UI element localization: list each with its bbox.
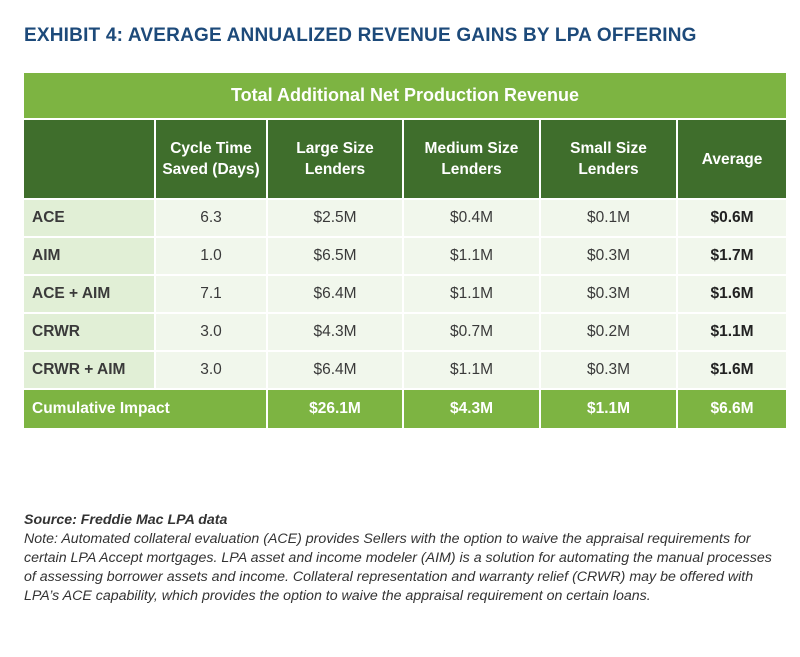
cell-cycle-time: 3.0 [156,314,266,350]
cell-large: $4.3M [268,314,402,350]
table-row: CRWR 3.0 $4.3M $0.7M $0.2M $1.1M [24,314,787,350]
cell-medium: $1.1M [404,238,539,274]
column-header-cycle-time: Cycle Time Saved (Days) [156,120,266,198]
cell-large: $6.5M [268,238,402,274]
cell-cycle-time: 3.0 [156,352,266,388]
cell-small: $0.3M [541,276,676,312]
cell-medium: $1.1M [404,352,539,388]
notes: Source: Freddie Mac LPA data Note: Autom… [24,511,784,606]
note-text: Note: Automated collateral evaluation (A… [24,531,772,604]
cell-average: $1.1M [678,314,787,350]
table-row: ACE + AIM 7.1 $6.4M $1.1M $0.3M $1.6M [24,276,787,312]
cell-label: AIM [24,238,154,274]
cell-average: $0.6M [678,200,787,236]
cell-label: CRWR + AIM [24,352,154,388]
source-text: Source: Freddie Mac LPA data [24,512,228,528]
cumulative-average: $6.6M [678,390,787,428]
table-row: CRWR + AIM 3.0 $6.4M $1.1M $0.3M $1.6M [24,352,787,388]
cell-average: $1.7M [678,238,787,274]
exhibit-title: EXHIBIT 4: AVERAGE ANNUALIZED REVENUE GA… [24,25,697,46]
cumulative-row: Cumulative Impact $26.1M $4.3M $1.1M $6.… [24,390,787,428]
table-row: ACE 6.3 $2.5M $0.4M $0.1M $0.6M [24,200,787,236]
cell-label: ACE + AIM [24,276,154,312]
cell-small: $0.1M [541,200,676,236]
cell-small: $0.2M [541,314,676,350]
cumulative-small: $1.1M [541,390,676,428]
column-header-medium: Medium Size Lenders [404,120,539,198]
column-header-small: Small Size Lenders [541,120,676,198]
cumulative-large: $26.1M [268,390,402,428]
column-header-large: Large Size Lenders [268,120,402,198]
table-row: AIM 1.0 $6.5M $1.1M $0.3M $1.7M [24,238,787,274]
cell-large: $6.4M [268,352,402,388]
cell-large: $6.4M [268,276,402,312]
cell-average: $1.6M [678,352,787,388]
cell-small: $0.3M [541,352,676,388]
cell-medium: $0.7M [404,314,539,350]
cumulative-label: Cumulative Impact [24,390,266,428]
cell-label: ACE [24,200,154,236]
cell-cycle-time: 6.3 [156,200,266,236]
cumulative-medium: $4.3M [404,390,539,428]
cell-average: $1.6M [678,276,787,312]
group-header: Total Additional Net Production Revenue [24,73,787,118]
cell-cycle-time: 7.1 [156,276,266,312]
cell-large: $2.5M [268,200,402,236]
cell-medium: $0.4M [404,200,539,236]
cell-cycle-time: 1.0 [156,238,266,274]
cell-label: CRWR [24,314,154,350]
cell-small: $0.3M [541,238,676,274]
column-header-average: Average [678,120,787,198]
column-header-label [24,120,154,198]
cell-medium: $1.1M [404,276,539,312]
revenue-table: Total Additional Net Production Revenue … [22,71,788,430]
